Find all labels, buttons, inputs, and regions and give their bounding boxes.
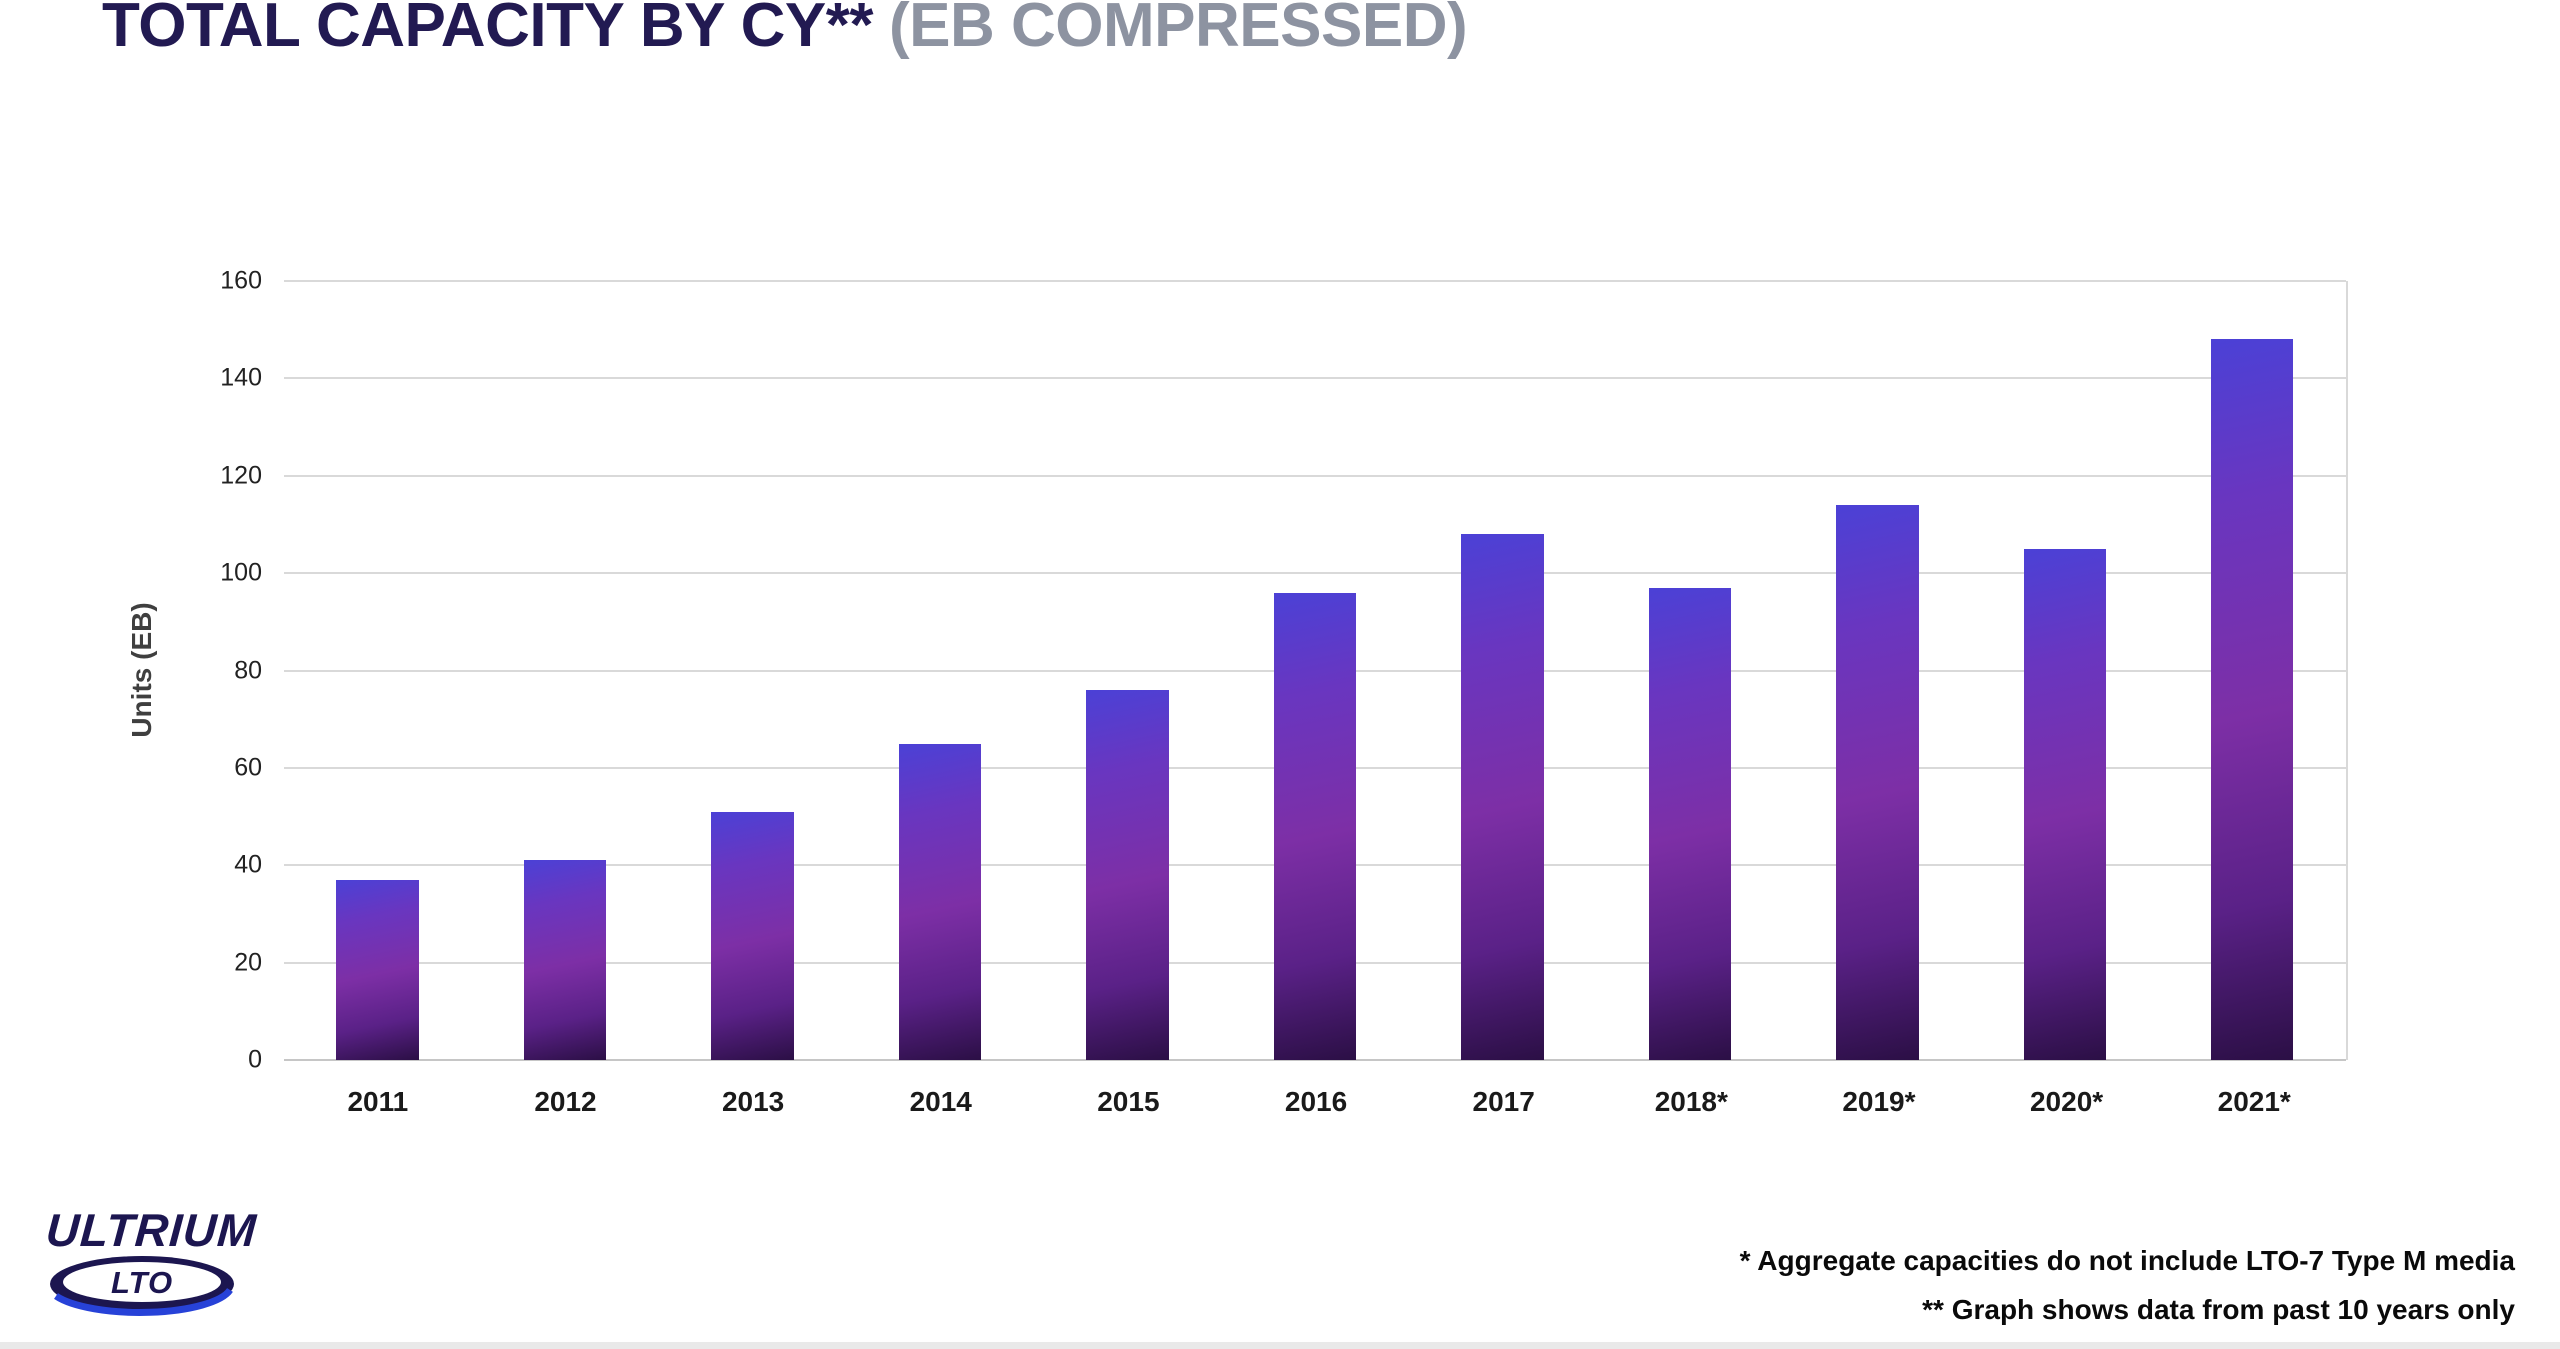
x-tick-label: 2017	[1472, 1086, 1535, 1117]
title-main: TOTAL CAPACITY BY CY**	[102, 0, 874, 60]
page-title: TOTAL CAPACITY BY CY** (EB COMPRESSED)	[102, 0, 1468, 61]
y-tick-label: 140	[220, 363, 262, 392]
y-tick-label: 80	[234, 656, 262, 684]
logo-lto-text: LTO	[111, 1265, 173, 1300]
bar-slot	[659, 281, 846, 1060]
x-tick-label: 2011	[347, 1086, 409, 1117]
x-tick-label: 2012	[534, 1086, 597, 1117]
y-tick-label: 20	[234, 948, 262, 977]
gridline	[284, 377, 2346, 380]
bar-2011	[336, 879, 419, 1060]
ultrium-lto-logo: ULTRIUM LTO	[42, 1204, 302, 1320]
bar-2019	[1836, 504, 1919, 1060]
y-axis-label: Units (EB)	[126, 602, 157, 738]
x-tick-label: 2016	[1284, 1086, 1348, 1117]
x-axis-line	[284, 1059, 2346, 1061]
bar-2020	[2023, 548, 2107, 1060]
x-tick-label: 2020*	[2029, 1086, 2104, 1117]
bar-slot	[2159, 281, 2346, 1060]
y-tick-label: 100	[220, 558, 262, 587]
y-tick-label: 160	[220, 266, 262, 295]
gridline	[284, 474, 2346, 477]
logo-graphic: ULTRIUM LTO	[44, 1204, 259, 1316]
bar-slot	[471, 281, 658, 1060]
logo-lto-badge: LTO	[50, 1256, 234, 1316]
x-tick-label: 2019*	[1842, 1086, 1916, 1117]
bar-2021	[2211, 339, 2294, 1060]
bar-slot	[1034, 281, 1221, 1060]
gridline	[284, 280, 2346, 282]
plot-area: 0 20 40 60 80 100 120 140 160	[220, 267, 2348, 1074]
bar-slot	[1409, 281, 1596, 1060]
bar-slot	[284, 281, 471, 1060]
bar-2013	[711, 811, 794, 1060]
footnotes: * Aggregate capacities do not include LT…	[1740, 1236, 2515, 1334]
bar-slot	[1971, 281, 2158, 1060]
bar-slot	[1221, 281, 1408, 1060]
y-tick-label: 0	[248, 1045, 262, 1074]
slide-bottom-edge	[0, 1342, 2560, 1349]
bar-slot	[846, 281, 1033, 1060]
y-tick-label: 120	[220, 461, 262, 490]
footnote-aggregate: * Aggregate capacities do not include LT…	[1739, 1245, 2515, 1276]
bar-2018	[1648, 587, 1732, 1060]
bar-2014	[898, 743, 982, 1060]
bar-2016	[1273, 592, 1357, 1060]
x-tick-label: 2018*	[1654, 1086, 1728, 1117]
x-tick-label: 2021*	[2217, 1086, 2291, 1117]
x-tick-label: 2015	[1097, 1086, 1160, 1117]
bar-2015	[1086, 689, 1169, 1060]
bar-slot	[1784, 281, 1971, 1060]
bar-2012	[523, 860, 607, 1060]
x-tick-label: 2014	[909, 1086, 972, 1117]
bar-2017	[1461, 534, 1544, 1060]
footnote-graph: ** Graph shows data from past 10 years o…	[1922, 1294, 2515, 1325]
y-tick-label: 40	[234, 850, 262, 879]
logo-ultrium-text: ULTRIUM	[44, 1204, 259, 1256]
bars-row	[284, 281, 2346, 1060]
x-axis-labels: 2011 2012 2013 2014 2015 2016 2017 2018* 2019* 20…	[284, 1086, 2348, 1118]
bar-slot	[1596, 281, 1783, 1060]
x-tick-label: 2013	[721, 1086, 785, 1117]
gridline	[284, 572, 2346, 575]
title-suffix: (EB COMPRESSED)	[889, 0, 1468, 60]
y-tick-label: 60	[234, 753, 262, 782]
